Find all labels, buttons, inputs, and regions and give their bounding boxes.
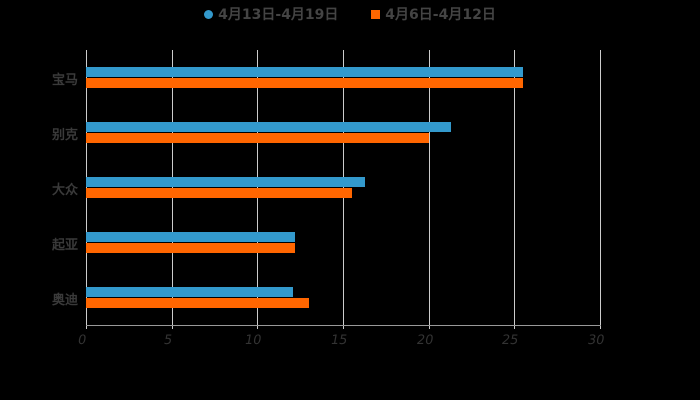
category-label: 大众 — [51, 183, 78, 198]
bar-week2[interactable] — [86, 232, 296, 242]
square-marker-icon — [371, 9, 381, 19]
x-tick-label: 15 — [329, 333, 349, 348]
circle-marker-icon — [204, 9, 214, 19]
x-tick-label: 0 — [76, 333, 88, 348]
bar-week2[interactable] — [86, 67, 523, 77]
gridline — [428, 50, 430, 329]
gridline — [600, 50, 601, 329]
legend: 4月13日-4月19日 4月6日-4月12日 — [0, 4, 700, 24]
bar-week2[interactable] — [86, 122, 451, 132]
legend-item-week2[interactable]: 4月13日-4月19日 — [204, 4, 338, 24]
category-label: 奥迪 — [51, 293, 78, 308]
bar-week1[interactable] — [86, 298, 309, 308]
x-tick-label: 20 — [415, 333, 435, 348]
bar-week1[interactable] — [86, 188, 352, 198]
x-tick-label: 30 — [586, 333, 606, 348]
category-label: 别克 — [51, 128, 78, 143]
x-tick-label: 25 — [500, 333, 520, 348]
bar-week1[interactable] — [86, 243, 296, 253]
gridline — [514, 50, 516, 329]
legend-item-week1[interactable]: 4月6日-4月12日 — [371, 4, 496, 24]
bar-week1[interactable] — [86, 78, 523, 88]
bar-week1[interactable] — [86, 133, 429, 143]
x-tick-label: 5 — [162, 333, 174, 348]
x-tick-label: 10 — [243, 333, 263, 348]
bar-week2[interactable] — [86, 287, 294, 297]
category-label: 宝马 — [51, 73, 78, 88]
legend-label: 4月6日-4月12日 — [385, 7, 496, 23]
bar-week2[interactable] — [86, 177, 366, 187]
x-axis — [86, 325, 601, 326]
category-label: 起亚 — [51, 238, 78, 253]
legend-label: 4月13日-4月19日 — [218, 7, 339, 23]
